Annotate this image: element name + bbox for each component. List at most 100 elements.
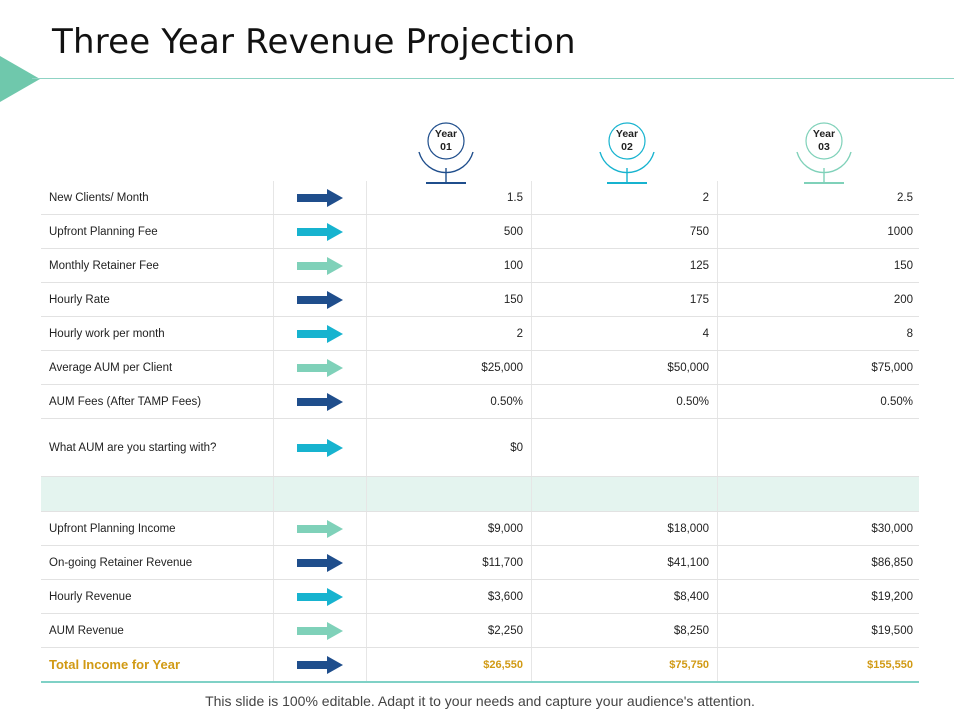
- year-word: Year: [615, 128, 639, 140]
- year1-value: $0: [367, 419, 532, 476]
- year2-value: 750: [532, 215, 718, 248]
- right-arrow-icon: [297, 256, 343, 275]
- right-arrow-icon: [297, 222, 343, 241]
- table-row: Hourly Rate 150 175 200: [41, 283, 919, 317]
- year-marker-icon: [418, 122, 474, 184]
- table-row: AUM Fees (After TAMP Fees) 0.50% 0.50% 0…: [41, 385, 919, 419]
- row-label: Hourly Rate: [41, 283, 274, 316]
- year-label-2: Year 02: [587, 128, 667, 154]
- arrow-cell: [274, 249, 367, 282]
- arrow-cell: [274, 648, 367, 681]
- arrow-cell: [274, 580, 367, 613]
- row-label: What AUM are you starting with?: [41, 419, 274, 476]
- row-label: Hourly work per month: [41, 317, 274, 350]
- year-header-2: Year 02: [587, 120, 667, 190]
- arrow-cell: [274, 546, 367, 579]
- year3-value: $75,000: [871, 361, 913, 374]
- year3-total: $155,550: [867, 658, 913, 671]
- table-row: Upfront Planning Fee 500 750 1000: [41, 215, 919, 249]
- year3-value: $30,000: [871, 522, 913, 535]
- separator-band: [41, 477, 919, 512]
- table-row: Upfront Planning Income $9,000 $18,000 $…: [41, 512, 919, 546]
- year3-value: 1000: [887, 225, 913, 238]
- right-arrow-icon: [297, 358, 343, 377]
- right-arrow-icon: [297, 587, 343, 606]
- year3-value: $19,500: [871, 624, 913, 637]
- right-arrow-icon: [297, 621, 343, 640]
- right-arrow-icon: [297, 188, 343, 207]
- year1-value: $9,000: [367, 512, 532, 545]
- year-word: Year: [434, 128, 458, 140]
- arrow-cell: [274, 512, 367, 545]
- year3-value: 150: [893, 259, 913, 272]
- right-arrow-icon: [297, 655, 343, 674]
- arrow-cell: [274, 283, 367, 316]
- year2-value: $8,400: [532, 580, 718, 613]
- row-label: Monthly Retainer Fee: [41, 249, 274, 282]
- spacer-cell: [274, 477, 367, 511]
- table-row: What AUM are you starting with? $0: [41, 419, 919, 477]
- year1-value: $2,250: [367, 614, 532, 647]
- year3-value: $86,850: [871, 556, 913, 569]
- right-arrow-icon: [297, 290, 343, 309]
- row-label: On-going Retainer Revenue: [41, 546, 274, 579]
- row-label: New Clients/ Month: [41, 181, 274, 214]
- spacer-cell: [718, 477, 919, 511]
- table-row: Hourly work per month 2 4 8: [41, 317, 919, 351]
- year1-value: 1.5: [367, 181, 532, 214]
- arrow-cell: [274, 181, 367, 214]
- arrow-cell: [274, 385, 367, 418]
- projection-table: New Clients/ Month 1.5 2 2.5 Upfront Pla…: [41, 181, 919, 683]
- arrow-cell: [274, 614, 367, 647]
- year1-value: 2: [367, 317, 532, 350]
- year1-value: 0.50%: [367, 385, 532, 418]
- year-label-3: Year 03: [784, 128, 864, 154]
- year2-total: $75,750: [532, 648, 718, 681]
- year-header-3: Year 03: [784, 120, 864, 190]
- year2-value: 2: [532, 181, 718, 214]
- page-title: Three Year Revenue Projection: [52, 22, 576, 62]
- right-arrow-icon: [297, 438, 343, 457]
- table-row: AUM Revenue $2,250 $8,250 $19,500: [41, 614, 919, 648]
- spacer-cell: [532, 477, 718, 511]
- year3-value: [718, 419, 919, 476]
- year-label-1: Year 01: [406, 128, 486, 154]
- row-label: Hourly Revenue: [41, 580, 274, 613]
- year2-value: $18,000: [532, 512, 718, 545]
- spacer-cell: [367, 477, 532, 511]
- spacer-cell: [41, 477, 274, 511]
- row-label: AUM Fees (After TAMP Fees): [41, 385, 274, 418]
- right-arrow-icon: [297, 553, 343, 572]
- footer-note: This slide is 100% editable. Adapt it to…: [205, 693, 755, 709]
- row-label: Upfront Planning Fee: [41, 215, 274, 248]
- right-arrow-icon: [297, 392, 343, 411]
- total-row: Total Income for Year $26,550 $75,750 $1…: [41, 648, 919, 683]
- arrow-cell: [274, 215, 367, 248]
- table-row: New Clients/ Month 1.5 2 2.5: [41, 181, 919, 215]
- year1-value: $3,600: [367, 580, 532, 613]
- year3-value: 200: [893, 293, 913, 306]
- corner-triangle-decoration: [0, 56, 40, 102]
- year2-value: $41,100: [532, 546, 718, 579]
- arrow-cell: [274, 317, 367, 350]
- row-label: Average AUM per Client: [41, 351, 274, 384]
- year-word: Year: [812, 128, 836, 140]
- year1-value: 100: [367, 249, 532, 282]
- year2-value: $8,250: [532, 614, 718, 647]
- title-divider: [32, 78, 954, 79]
- year2-value: [532, 419, 718, 476]
- right-arrow-icon: [297, 519, 343, 538]
- table-row: Average AUM per Client $25,000 $50,000 $…: [41, 351, 919, 385]
- table-row: Monthly Retainer Fee 100 125 150: [41, 249, 919, 283]
- table-row: On-going Retainer Revenue $11,700 $41,10…: [41, 546, 919, 580]
- year-marker-icon: [599, 122, 655, 184]
- year2-value: 4: [532, 317, 718, 350]
- year-marker-icon: [796, 122, 852, 184]
- year3-value: 8: [906, 327, 913, 340]
- year3-value: $19,200: [871, 590, 913, 603]
- year-header-1: Year 01: [406, 120, 486, 190]
- year-number: 02: [621, 141, 633, 153]
- year2-value: $50,000: [532, 351, 718, 384]
- year1-value: 150: [367, 283, 532, 316]
- table-row: Hourly Revenue $3,600 $8,400 $19,200: [41, 580, 919, 614]
